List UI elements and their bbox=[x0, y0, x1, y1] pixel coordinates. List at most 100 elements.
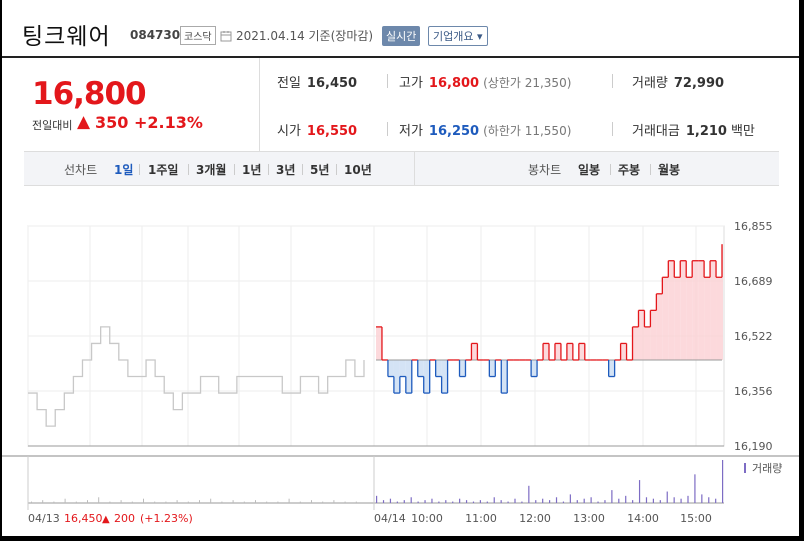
chart-areas bbox=[376, 244, 723, 394]
volume-bar bbox=[277, 501, 279, 503]
up-area bbox=[662, 277, 669, 360]
line-chart-label: 선차트 bbox=[64, 163, 98, 177]
volume-bar bbox=[528, 485, 530, 503]
change-value: 350 bbox=[95, 113, 129, 132]
realtime-button[interactable]: 실시간 bbox=[382, 26, 421, 46]
change-percent: +2.13% bbox=[134, 113, 203, 132]
candle-daily[interactable]: 일봉 bbox=[578, 163, 601, 177]
up-area bbox=[716, 277, 722, 360]
current-price: 16,800 bbox=[32, 76, 147, 112]
period-5y[interactable]: 5년 bbox=[310, 163, 330, 177]
prev-day-change: 200 bbox=[114, 512, 135, 525]
low-stat: 저가 16,250 (하한가 11,550) bbox=[399, 124, 572, 139]
volume-bar bbox=[176, 500, 178, 503]
trade-amount-stat: 거래대금 1,210 백만 bbox=[632, 124, 755, 139]
up-area bbox=[543, 343, 549, 360]
volume-bar bbox=[673, 497, 675, 503]
candle-monthly[interactable]: 월봉 bbox=[658, 163, 681, 177]
candle-chart-label: 봉차트 bbox=[528, 163, 562, 177]
volume-bar bbox=[645, 497, 648, 503]
up-area bbox=[471, 343, 478, 360]
x-tick-label: 11:00 bbox=[465, 512, 497, 525]
down-area bbox=[417, 359, 424, 377]
up-area bbox=[566, 343, 573, 360]
volume-bar bbox=[514, 498, 516, 503]
up-arrow-icon: ▲ bbox=[77, 112, 91, 132]
up-area bbox=[668, 260, 675, 360]
divider bbox=[414, 152, 415, 185]
volume-bar bbox=[555, 497, 558, 503]
prev-close-stat: 전일 16,450 bbox=[277, 76, 358, 91]
volume-bar bbox=[666, 491, 668, 503]
down-area bbox=[459, 359, 466, 377]
x-tick-label: 12:00 bbox=[519, 512, 551, 525]
company-overview-dropdown[interactable]: 기업개요 ▾ bbox=[428, 26, 488, 46]
volume-bar bbox=[542, 498, 544, 503]
volume-bar bbox=[64, 498, 66, 503]
volume-bar bbox=[625, 495, 627, 503]
volume-bar bbox=[638, 480, 641, 503]
period-3y[interactable]: 3년 bbox=[276, 163, 296, 177]
prev-day-price: 16,450 bbox=[64, 512, 103, 525]
y-tick-label: 16,522 bbox=[734, 330, 773, 343]
down-area bbox=[393, 359, 400, 394]
volume-bar bbox=[680, 498, 682, 503]
volume-bar bbox=[410, 497, 412, 503]
volume-bar bbox=[632, 500, 634, 503]
candle-weekly[interactable]: 주봉 bbox=[618, 163, 641, 177]
period-1d[interactable]: 1일 bbox=[114, 163, 134, 177]
volume-legend: 거래량 bbox=[752, 462, 782, 475]
volume-bar bbox=[396, 501, 398, 503]
volume-bar bbox=[701, 494, 703, 503]
volume-bar bbox=[42, 500, 44, 503]
divider bbox=[612, 74, 613, 88]
up-area bbox=[638, 310, 645, 360]
period-1y[interactable]: 1년 bbox=[242, 163, 262, 177]
volume-bar bbox=[708, 497, 710, 503]
volume-bar bbox=[31, 501, 32, 503]
volume-bar bbox=[611, 490, 613, 503]
volume-bar bbox=[569, 494, 571, 503]
period-10y[interactable]: 10년 bbox=[344, 163, 372, 177]
volume-bar bbox=[333, 500, 335, 503]
up-area bbox=[554, 343, 561, 360]
y-tick-label: 16,356 bbox=[734, 385, 773, 398]
volume-bar bbox=[131, 501, 133, 503]
volume-bar bbox=[299, 501, 301, 503]
open-stat: 시가 16,550 bbox=[277, 124, 358, 139]
prev-day-arrow-icon: ▲ bbox=[102, 514, 110, 525]
x-tick-label: 10:00 bbox=[411, 512, 443, 525]
up-area bbox=[710, 260, 717, 360]
period-3m[interactable]: 3개월 bbox=[196, 163, 227, 177]
down-area bbox=[435, 359, 442, 377]
volume-bar bbox=[109, 501, 111, 503]
volume-bar bbox=[403, 500, 405, 503]
prev-day-change-pct: (+1.23%) bbox=[140, 512, 193, 525]
volume-bar bbox=[507, 501, 509, 503]
period-1w[interactable]: 1주일 bbox=[148, 163, 179, 177]
volume-bar bbox=[424, 500, 426, 503]
chart-ticks: 16,855 16,689 16,522 16,356 16,190 04/14 10:00… bbox=[374, 220, 773, 525]
down-area bbox=[501, 359, 508, 394]
volume-bar bbox=[715, 498, 717, 503]
volume-bar bbox=[288, 498, 290, 503]
volume-bar bbox=[486, 501, 488, 503]
change-label: 전일대비 bbox=[32, 119, 73, 132]
market-badge: 코스닥 bbox=[180, 26, 216, 45]
down-area bbox=[531, 359, 538, 377]
divider bbox=[612, 122, 613, 136]
y-tick-label: 16,689 bbox=[734, 275, 773, 288]
price-panel: 16,800 전일대비 ▲ 350 +2.13% bbox=[24, 58, 259, 151]
up-area bbox=[644, 326, 651, 360]
x-tick-label: 13:00 bbox=[573, 512, 605, 525]
volume-bar bbox=[266, 501, 268, 503]
volume-bar bbox=[576, 500, 578, 503]
high-stat: 고가 16,800 (상한가 21,350) bbox=[399, 76, 572, 91]
x-tick-label: 15:00 bbox=[680, 512, 712, 525]
volume-bar bbox=[597, 501, 599, 503]
x-tick-label: 04/14 bbox=[374, 512, 406, 525]
up-area bbox=[692, 260, 699, 360]
volume-bar bbox=[459, 498, 461, 503]
